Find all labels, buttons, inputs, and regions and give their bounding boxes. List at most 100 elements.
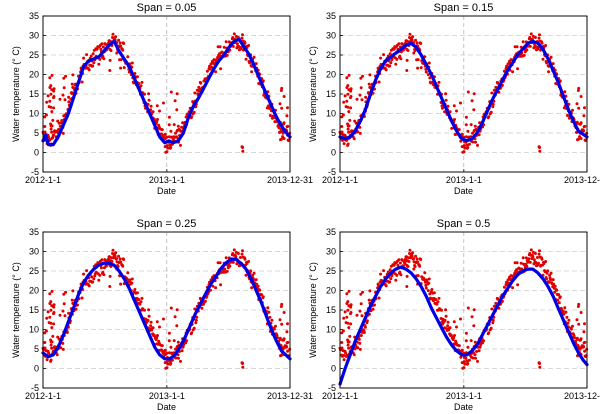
data-point bbox=[52, 95, 56, 98]
data-point bbox=[122, 42, 126, 45]
data-point bbox=[487, 115, 491, 119]
data-point bbox=[546, 269, 550, 273]
data-point bbox=[218, 261, 222, 265]
data-point bbox=[250, 286, 254, 290]
data-point bbox=[463, 146, 467, 150]
data-point bbox=[108, 69, 112, 72]
data-point bbox=[345, 86, 349, 89]
data-point bbox=[360, 98, 364, 102]
y-tick-label: 10 bbox=[326, 325, 336, 335]
data-point bbox=[583, 124, 587, 128]
data-point bbox=[146, 318, 150, 322]
data-point bbox=[425, 278, 429, 282]
data-point bbox=[190, 115, 194, 119]
data-point bbox=[352, 137, 356, 141]
data-point bbox=[252, 271, 256, 275]
data-point bbox=[358, 131, 362, 135]
data-point bbox=[102, 57, 106, 61]
data-point bbox=[395, 273, 399, 277]
y-tick-label: 5 bbox=[34, 128, 39, 138]
data-point bbox=[192, 110, 196, 114]
data-point bbox=[577, 106, 581, 110]
data-point bbox=[352, 353, 356, 357]
data-point bbox=[459, 139, 463, 143]
data-point bbox=[80, 80, 84, 84]
data-point bbox=[169, 306, 173, 310]
data-point bbox=[118, 58, 122, 62]
data-point bbox=[434, 298, 438, 302]
data-point bbox=[64, 290, 68, 294]
y-tick-label: 10 bbox=[29, 325, 39, 335]
data-point bbox=[411, 35, 415, 39]
x-tick-label: 2013-1-1 bbox=[446, 175, 482, 185]
data-point bbox=[52, 311, 56, 314]
data-point bbox=[358, 93, 362, 97]
data-point bbox=[65, 331, 69, 334]
data-point bbox=[49, 308, 53, 312]
data-point bbox=[577, 322, 581, 326]
data-point bbox=[533, 36, 537, 39]
data-point bbox=[544, 44, 548, 47]
data-point bbox=[457, 344, 461, 348]
data-point bbox=[101, 45, 105, 49]
data-point bbox=[356, 346, 360, 350]
data-point bbox=[99, 47, 103, 51]
data-point bbox=[100, 258, 104, 262]
data-point bbox=[100, 42, 104, 46]
y-tick-label: 30 bbox=[29, 31, 39, 41]
data-point bbox=[349, 87, 353, 91]
data-point bbox=[268, 114, 272, 117]
data-point bbox=[362, 331, 366, 334]
data-point bbox=[531, 255, 535, 259]
y-axis-label: Water temperature (° C) bbox=[11, 262, 21, 358]
x-axis-label: Date bbox=[454, 186, 473, 196]
data-point bbox=[164, 150, 168, 154]
data-point bbox=[473, 340, 477, 344]
data-point bbox=[408, 248, 412, 252]
data-point bbox=[346, 321, 350, 325]
data-point bbox=[175, 324, 179, 328]
data-point bbox=[62, 76, 66, 80]
data-point bbox=[547, 280, 551, 284]
data-point bbox=[398, 261, 402, 265]
data-point bbox=[571, 108, 574, 112]
data-point bbox=[59, 346, 63, 350]
data-point bbox=[579, 137, 583, 140]
data-point bbox=[473, 124, 477, 128]
data-point bbox=[194, 318, 198, 322]
data-point bbox=[155, 104, 159, 108]
data-point bbox=[348, 118, 352, 122]
data-point bbox=[459, 355, 463, 359]
y-tick-label: 20 bbox=[29, 286, 39, 296]
data-point bbox=[342, 358, 346, 362]
data-point bbox=[575, 336, 579, 340]
data-point bbox=[368, 73, 372, 77]
data-point bbox=[340, 331, 344, 335]
data-point bbox=[190, 331, 194, 335]
y-tick-label: 25 bbox=[29, 266, 39, 276]
data-point bbox=[529, 248, 533, 252]
data-point bbox=[240, 252, 244, 256]
data-point bbox=[143, 308, 146, 312]
data-point bbox=[160, 128, 164, 132]
data-point bbox=[111, 32, 115, 36]
data-point bbox=[82, 272, 86, 276]
data-point bbox=[199, 81, 203, 85]
data-point bbox=[413, 265, 417, 268]
data-point bbox=[49, 105, 53, 109]
smoothed-line bbox=[41, 37, 292, 147]
data-point bbox=[540, 257, 544, 261]
data-point bbox=[519, 261, 523, 265]
data-point bbox=[172, 123, 176, 127]
data-point bbox=[464, 115, 468, 119]
data-point bbox=[151, 110, 155, 114]
data-point bbox=[511, 286, 515, 290]
data-point bbox=[373, 303, 376, 307]
data-point bbox=[345, 302, 349, 305]
data-point bbox=[472, 108, 476, 112]
data-point bbox=[111, 248, 115, 252]
data-point bbox=[139, 84, 143, 88]
plot-frame bbox=[42, 15, 291, 173]
data-point bbox=[169, 361, 173, 365]
data-point bbox=[70, 298, 74, 302]
